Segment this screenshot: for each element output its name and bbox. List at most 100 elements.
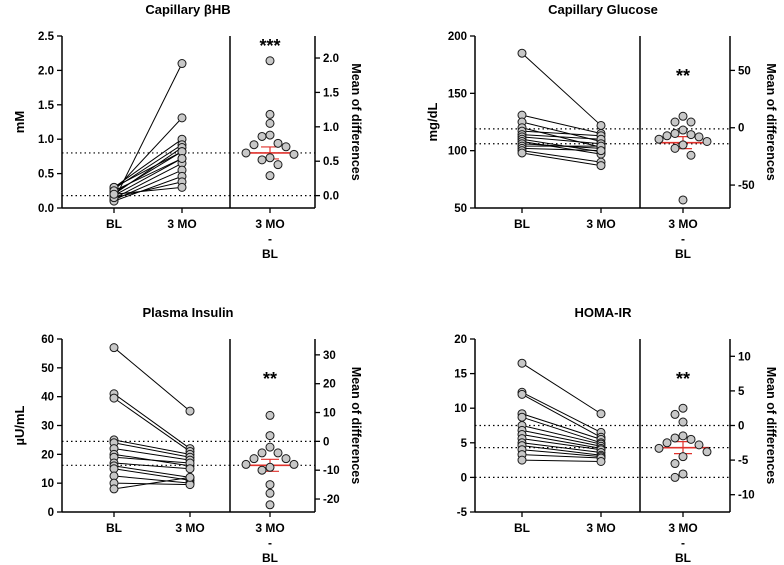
paired-line bbox=[113, 162, 183, 199]
paired-line bbox=[521, 152, 602, 167]
difference-point bbox=[662, 131, 672, 141]
difference-point bbox=[678, 452, 688, 462]
diff-axis-label: BL bbox=[675, 551, 691, 565]
difference-point bbox=[265, 462, 275, 472]
difference-point bbox=[662, 438, 672, 448]
chart-title: HOMA-IR bbox=[574, 305, 632, 320]
difference-point bbox=[265, 500, 275, 510]
y2-tick-label: 1.5 bbox=[323, 87, 340, 99]
diff-axis-label: - bbox=[681, 232, 685, 246]
y-tick-label: 20 bbox=[41, 449, 54, 461]
difference-point bbox=[257, 131, 267, 141]
diff-axis-label: BL bbox=[262, 247, 278, 261]
paired-line bbox=[521, 429, 602, 447]
x-tick-label: 3 MO bbox=[167, 217, 196, 231]
mo-point bbox=[177, 59, 187, 69]
y2-tick-label: 30 bbox=[323, 350, 336, 362]
y-tick-label: 0 bbox=[461, 472, 467, 484]
paired-line bbox=[521, 449, 602, 458]
difference-point bbox=[686, 130, 696, 140]
y-tick-label: 15 bbox=[454, 369, 467, 381]
mo-point bbox=[177, 153, 187, 163]
difference-point bbox=[678, 125, 688, 135]
difference-point bbox=[678, 417, 688, 427]
bl-point bbox=[517, 358, 527, 368]
difference-point bbox=[678, 469, 688, 479]
y-tick-label: 50 bbox=[454, 203, 467, 215]
significance-stars: ** bbox=[263, 369, 277, 389]
y-tick-label: 50 bbox=[41, 363, 54, 375]
paired-line bbox=[521, 459, 602, 462]
paired-line bbox=[113, 158, 183, 197]
chart-title: Capillary Glucose bbox=[548, 2, 658, 17]
x-tick-label: 3 MO bbox=[586, 217, 615, 231]
difference-point bbox=[289, 149, 299, 159]
y-tick-label: 200 bbox=[448, 31, 467, 43]
y2-tick-label: -10 bbox=[323, 465, 340, 477]
mo-point bbox=[596, 409, 606, 419]
y-tick-label: 40 bbox=[41, 392, 54, 404]
difference-point bbox=[265, 488, 275, 498]
y-tick-label: -5 bbox=[457, 507, 468, 519]
y-tick-label: 2.5 bbox=[38, 31, 55, 43]
difference-point bbox=[654, 134, 664, 144]
chart-title: Plasma Insulin bbox=[142, 305, 233, 320]
difference-point bbox=[694, 132, 704, 142]
y2-tick-label: 0.0 bbox=[323, 191, 339, 203]
y-tick-label: 0 bbox=[48, 507, 54, 519]
difference-point bbox=[241, 459, 251, 469]
diff-axis-label: 3 MO bbox=[668, 217, 697, 231]
paired-line bbox=[521, 52, 602, 126]
y2-tick-label: 0 bbox=[738, 421, 744, 433]
difference-point bbox=[670, 472, 680, 482]
difference-point bbox=[702, 447, 712, 457]
y2-tick-label: -5 bbox=[738, 455, 749, 467]
diff-axis-label: BL bbox=[675, 247, 691, 261]
y-axis-label: µU/mL bbox=[12, 405, 27, 445]
diff-axis-label: BL bbox=[262, 551, 278, 565]
paired-line bbox=[113, 456, 191, 464]
difference-point bbox=[257, 155, 267, 165]
mo-point bbox=[185, 464, 195, 474]
paired-line bbox=[113, 393, 191, 449]
difference-point bbox=[670, 143, 680, 153]
y2-tick-label: 1.0 bbox=[323, 122, 339, 134]
bl-point bbox=[517, 455, 527, 465]
paired-line bbox=[113, 138, 183, 188]
paired-line bbox=[113, 186, 183, 195]
difference-point bbox=[678, 403, 688, 413]
difference-point bbox=[265, 130, 275, 140]
difference-point bbox=[670, 117, 680, 127]
bl-point bbox=[517, 412, 527, 422]
bl-point bbox=[517, 148, 527, 158]
difference-point bbox=[678, 111, 688, 121]
y-tick-label: 1.0 bbox=[38, 134, 54, 146]
difference-point bbox=[241, 148, 251, 158]
paired-line bbox=[521, 150, 602, 163]
y2-tick-label: 20 bbox=[323, 379, 336, 391]
difference-point bbox=[686, 117, 696, 127]
mo-point bbox=[185, 472, 195, 482]
difference-point bbox=[289, 459, 299, 469]
difference-point bbox=[281, 454, 291, 464]
difference-point bbox=[686, 434, 696, 444]
diff-axis-label: - bbox=[681, 536, 685, 550]
paired-line bbox=[521, 127, 602, 148]
paired-line bbox=[113, 465, 191, 478]
significance-stars: ** bbox=[676, 66, 690, 86]
difference-point bbox=[265, 410, 275, 420]
bl-point bbox=[109, 189, 119, 199]
difference-point bbox=[257, 465, 267, 475]
y-tick-label: 10 bbox=[41, 478, 54, 490]
difference-point bbox=[273, 138, 283, 148]
difference-point bbox=[265, 153, 275, 163]
x-tick-label: 3 MO bbox=[586, 521, 615, 535]
paired-line bbox=[521, 391, 602, 433]
paired-line bbox=[113, 475, 191, 484]
diff-axis-label: - bbox=[268, 232, 272, 246]
diff-axis-label: 3 MO bbox=[668, 521, 697, 535]
x-tick-label: BL bbox=[514, 217, 530, 231]
paired-line bbox=[521, 413, 602, 440]
difference-point bbox=[249, 454, 259, 464]
